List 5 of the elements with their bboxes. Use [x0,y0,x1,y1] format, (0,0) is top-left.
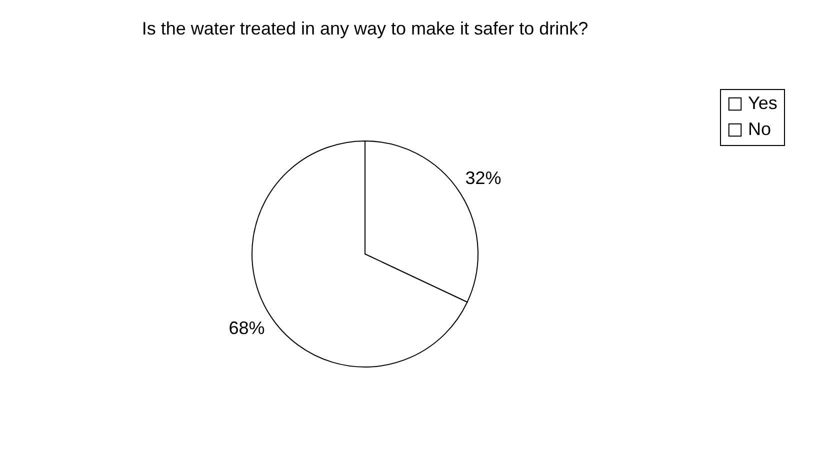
data-label: 68% [228,318,265,338]
chart-title: Is the water treated in any way to make it safer to drink? [142,18,588,38]
data-label: 32% [465,168,502,188]
legend-label: No [748,119,772,139]
legend-label: Yes [748,93,778,113]
